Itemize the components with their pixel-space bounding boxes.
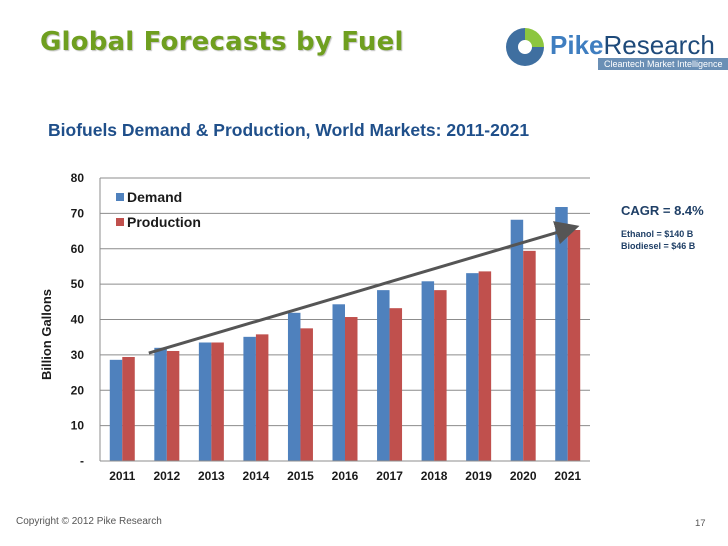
axes: - 10 20 30 40 50 60 70 80 2011 2012 2013 2014 2015 201… [39,171,590,483]
x-tick-label: 2020 [510,469,537,483]
y-tick-label: 30 [71,348,85,362]
logo-name-research: Research [603,30,715,60]
bar-demand-2020 [510,219,524,461]
x-tick-label: 2015 [287,469,314,483]
bar-demand-2011 [109,359,123,461]
biodiesel-annotation: Biodiesel = $46 B [621,241,696,251]
bar-demand-2014 [243,336,256,461]
copyright-footer: Copyright © 2012 Pike Research [16,516,162,527]
bar-production-2011 [122,356,135,461]
bar-demand-2019 [466,273,479,461]
grid-lines [100,177,590,427]
bar-production-2014 [255,334,269,461]
bar-demand-2016 [332,304,345,461]
bar-demand-2015 [287,312,301,461]
bar-production-2016 [345,317,358,461]
y-tick-label: 40 [71,313,85,327]
legend-swatch-demand [116,193,124,201]
logo-wordmark: PikeResearch [550,30,715,61]
page-number: 17 [695,518,706,529]
legend-label-demand: Demand [127,189,182,205]
trend-arrow-line [148,221,580,355]
y-tick-label: 10 [71,419,85,433]
legend-label-production: Production [127,214,201,230]
ethanol-annotation: Ethanol = $140 B [621,229,694,239]
legend-swatch-production [116,218,124,226]
bar-demand-2017 [377,290,390,461]
logo-name-pike: Pike [550,30,604,60]
x-tick-label: 2013 [198,469,225,483]
x-tick-label: 2019 [465,469,492,483]
x-tick-label: 2016 [332,469,359,483]
logo-tagline: Cleantech Market Intelligence [598,58,728,70]
x-tick-label: 2012 [153,469,180,483]
slide-title: Global Forecasts by Fuel [40,27,404,57]
legend: Demand Production [116,189,201,230]
bar-production-2021 [567,230,581,461]
bar-production-2012 [166,350,180,461]
bar-demand-2013 [198,342,212,461]
y-tick-label: 70 [71,206,85,220]
bar-production-2019 [478,271,492,461]
bar-production-2018 [434,290,447,461]
bar-demand-2021 [555,207,568,461]
y-tick-label: - [80,454,84,468]
bar-demand-2018 [421,281,435,461]
bar-demand-2012 [154,347,167,461]
bar-production-2017 [389,308,403,461]
bar-production-2015 [300,328,313,461]
trend-arrow [148,221,580,355]
pike-logo-icon [506,28,544,66]
pike-research-logo: PikeResearch Cleantech Market Intelligen… [502,18,728,70]
y-tick-label: 60 [71,242,85,256]
bar-production-2013 [211,342,224,461]
x-tick-label: 2021 [554,469,581,483]
x-tick-label: 2017 [376,469,403,483]
chart-title: Biofuels Demand & Production, World Mark… [48,120,530,140]
y-tick-label: 50 [71,277,85,291]
x-tick-label: 2018 [421,469,448,483]
x-tick-label: 2014 [243,469,270,483]
y-tick-label: 20 [71,383,85,397]
cagr-annotation: CAGR = 8.4% [621,203,704,218]
y-tick-label: 80 [71,171,85,185]
y-axis-title: Billion Gallons [39,289,54,380]
bar-production-2020 [523,250,536,461]
bars [109,207,581,461]
x-tick-label: 2011 [109,469,135,483]
